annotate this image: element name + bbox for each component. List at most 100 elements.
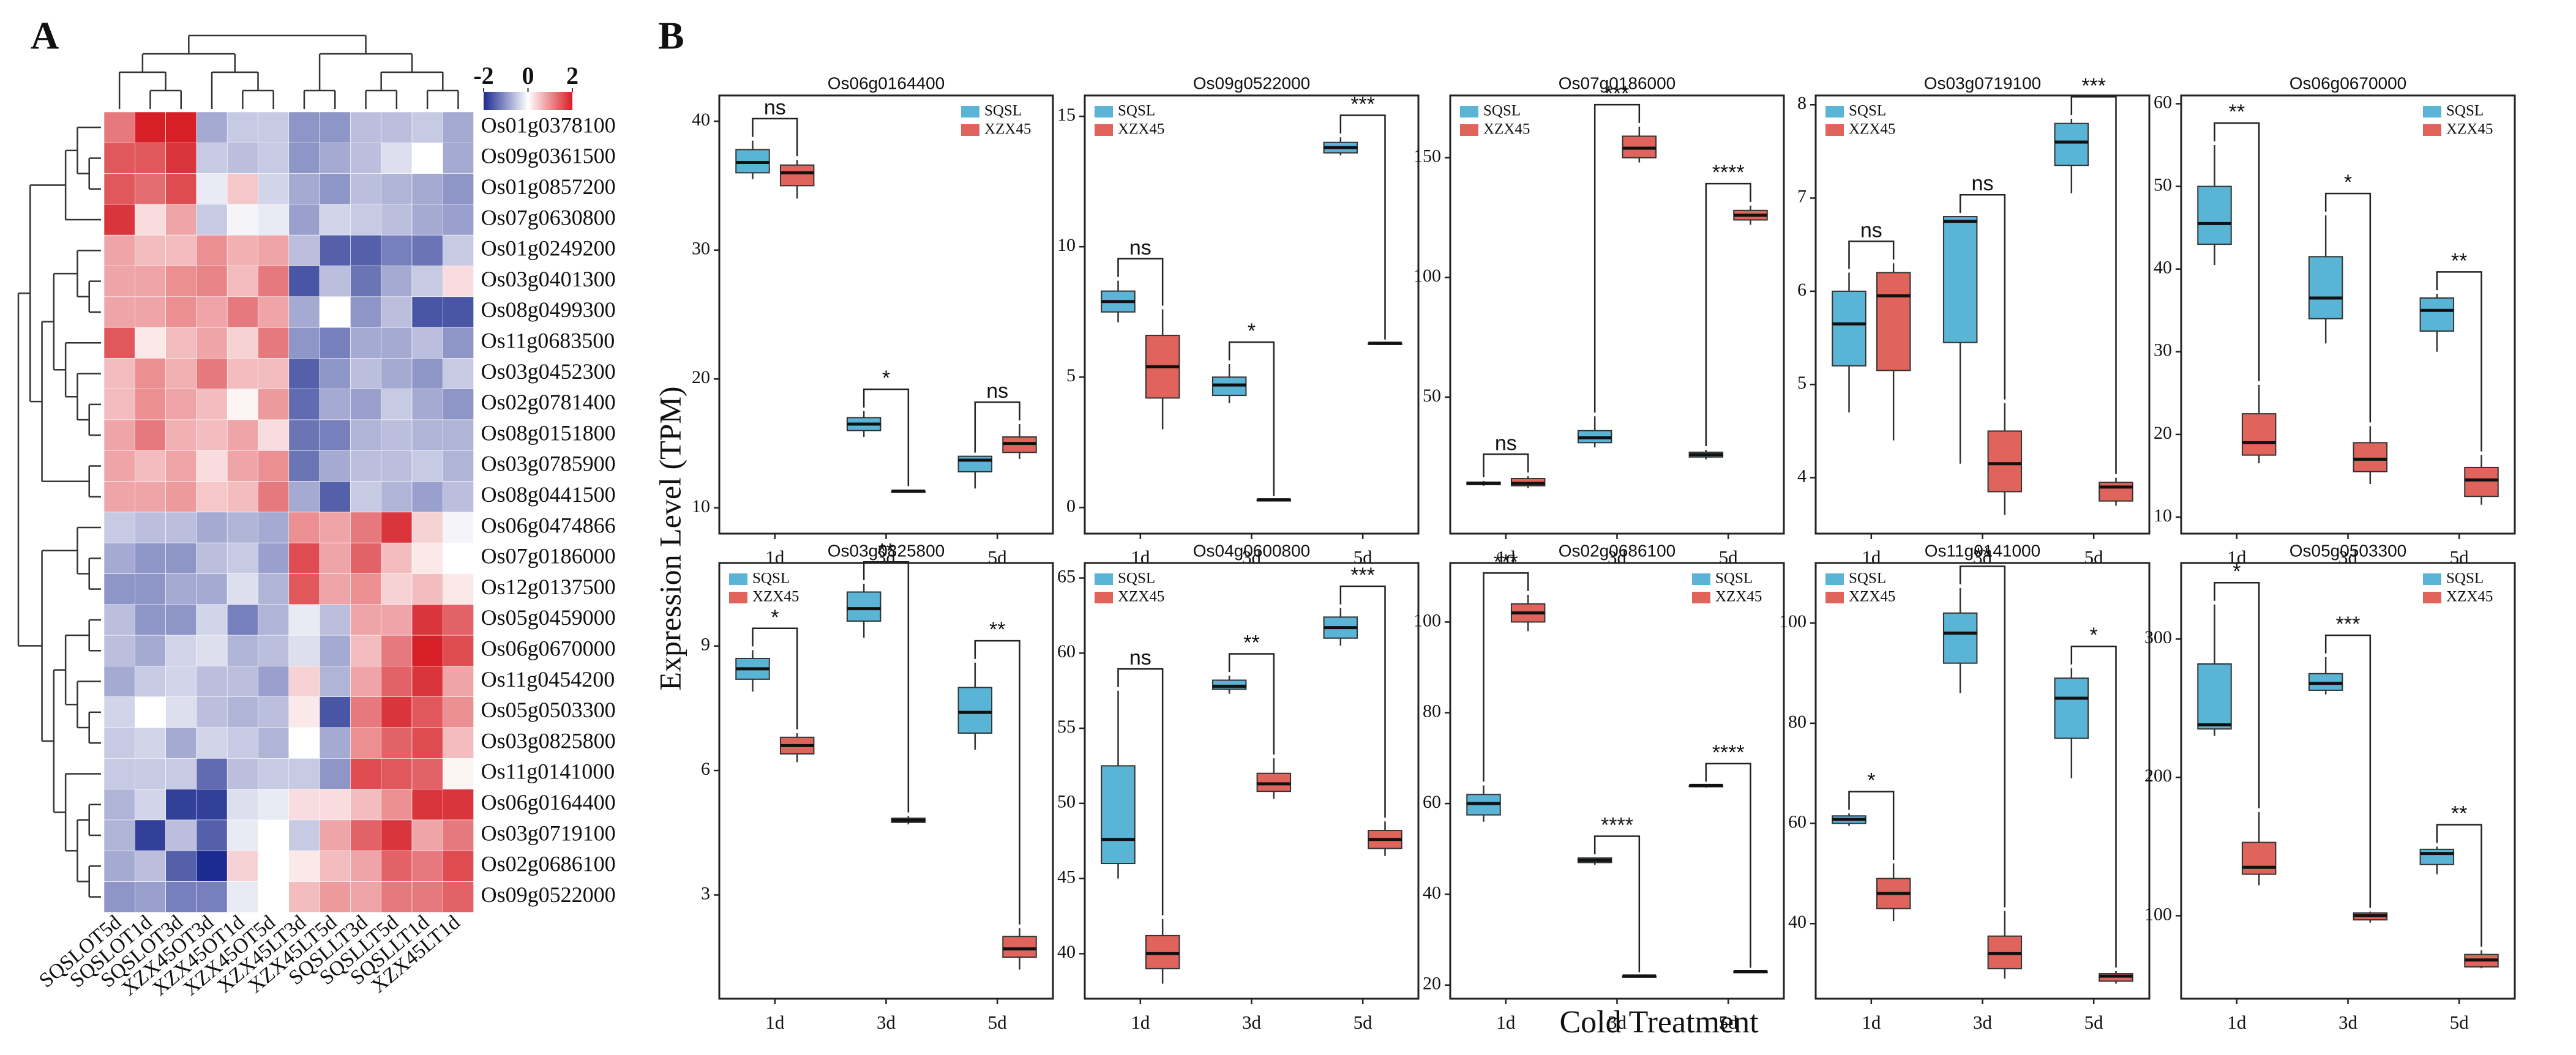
- heatmap-cell: [288, 727, 320, 759]
- sig-label: ns: [986, 379, 1008, 403]
- heatmap-cell: [442, 419, 474, 451]
- row-label: Os01g0857200: [481, 174, 616, 199]
- heatmap-cell: [350, 296, 382, 328]
- plot-frame: [1814, 562, 2151, 1000]
- heatmap-cell: [442, 143, 474, 174]
- heatmap-cell: [227, 327, 258, 359]
- heatmap-cell: [227, 573, 258, 605]
- y-axis-label: Expression Level (TPM): [653, 386, 687, 690]
- box: [2419, 848, 2455, 865]
- heatmap-cell: [103, 111, 135, 143]
- heatmap-cell: [319, 143, 351, 174]
- row-label: Os02g0686100: [481, 852, 616, 876]
- heatmap-cell: [227, 204, 258, 236]
- heatmap-cell: [103, 573, 135, 605]
- heatmap-cell: [258, 450, 290, 482]
- heatmap-cell: [288, 512, 320, 543]
- sig-bracket: [974, 639, 1020, 925]
- row-label: Os06g0670000: [481, 636, 616, 661]
- heatmap-cell: [288, 450, 320, 482]
- heatmap-cell: [381, 296, 413, 328]
- y-tick-label: 60: [1423, 792, 1441, 812]
- heatmap-cell: [319, 419, 351, 451]
- y-tick-label: 40: [1788, 912, 1807, 932]
- heatmap-cell: [196, 635, 228, 666]
- row-label: Os07g0630800: [481, 205, 616, 229]
- heatmap-cell: [258, 234, 290, 266]
- chart-title: Os03g0719100: [1924, 73, 2042, 92]
- heatmap-cell: [442, 604, 474, 636]
- heatmap-cell: [319, 635, 351, 666]
- y-tick-label: 100: [1413, 266, 1441, 286]
- heatmap-cell: [227, 389, 258, 420]
- legend-label: SQSL: [1715, 570, 1753, 587]
- heatmap-cell: [442, 358, 474, 390]
- sig-bracket: [2070, 646, 2117, 967]
- heatmap-cell: [381, 542, 413, 574]
- x-tick-label: 3d: [1242, 1012, 1262, 1033]
- sig-bracket: [1705, 762, 1751, 968]
- heatmap-cell: [258, 296, 290, 328]
- heatmap-cell: [350, 573, 382, 605]
- heatmap-cell: [165, 573, 197, 605]
- y-tick-label: 5: [1066, 365, 1076, 386]
- y-tick-label: 10: [692, 496, 710, 516]
- row-label: Os02g0781400: [481, 390, 616, 414]
- sig-label: ns: [764, 96, 786, 119]
- heatmap-cell: [288, 789, 320, 821]
- heatmap-cell: [165, 389, 197, 420]
- heatmap-cell: [103, 850, 135, 882]
- x-tick-label: 1d: [2227, 1012, 2247, 1033]
- heatmap-cell: [258, 143, 290, 174]
- heatmap-cell: [381, 573, 413, 605]
- heatmap-cell: [381, 111, 413, 143]
- heatmap-cell: [411, 696, 443, 728]
- sig-bracket: [1339, 114, 1386, 340]
- row-label: Os08g0441500: [481, 482, 616, 507]
- heatmap-cell: [319, 266, 351, 297]
- y-tick-label: 40: [692, 110, 710, 130]
- heatmap-cell: [381, 419, 413, 451]
- heatmap-cell: [103, 266, 135, 297]
- heatmap-cell: [196, 234, 228, 266]
- heatmap-cell: [350, 881, 382, 913]
- heatmap-cell: [288, 143, 320, 174]
- heatmap-cell: [350, 604, 382, 636]
- heatmap-cell: [103, 234, 135, 266]
- heatmap-cell: [227, 819, 258, 851]
- heatmap-cell: [103, 173, 135, 205]
- x-tick-label: 5d: [1354, 546, 1373, 568]
- heatmap-cell: [350, 358, 382, 390]
- heatmap-cell: [288, 666, 320, 698]
- heatmap-cell: [135, 635, 166, 666]
- x-tick-label: 3d: [1608, 546, 1627, 568]
- heatmap-cell: [165, 296, 197, 328]
- heatmap-cell: [165, 512, 197, 543]
- row-label: Os08g0151800: [481, 420, 616, 445]
- plot-frame: [1449, 562, 1785, 1000]
- heatmap-cell: [442, 850, 474, 882]
- chart-title: Os02g0686100: [1559, 541, 1676, 560]
- heatmap-cell: [319, 666, 351, 698]
- heatmap-cell: [165, 204, 197, 236]
- heatmap-cell: [135, 389, 166, 420]
- heatmap-cell: [165, 327, 197, 359]
- heatmap-cell: [258, 266, 290, 297]
- heatmap-cell: [319, 450, 351, 482]
- x-tick-label: 1d: [2227, 546, 2247, 568]
- heatmap-cell: [411, 758, 443, 789]
- heatmap-cell: [135, 850, 166, 882]
- heatmap-cell: [319, 358, 351, 390]
- box: [2419, 297, 2455, 332]
- heatmap-cell: [411, 358, 443, 390]
- heatmap-cell: [350, 143, 382, 174]
- heatmap-cell: [227, 143, 258, 174]
- heatmap-cell: [165, 143, 197, 174]
- heatmap-cell: [288, 358, 320, 390]
- row-label: Os06g0474866: [481, 513, 616, 537]
- sig-bracket: [1705, 182, 1751, 447]
- heatmap-cell: [103, 604, 135, 636]
- heatmap-cell: [442, 696, 474, 728]
- sig-label: ****: [1712, 741, 1745, 764]
- heatmap-cell: [135, 819, 166, 851]
